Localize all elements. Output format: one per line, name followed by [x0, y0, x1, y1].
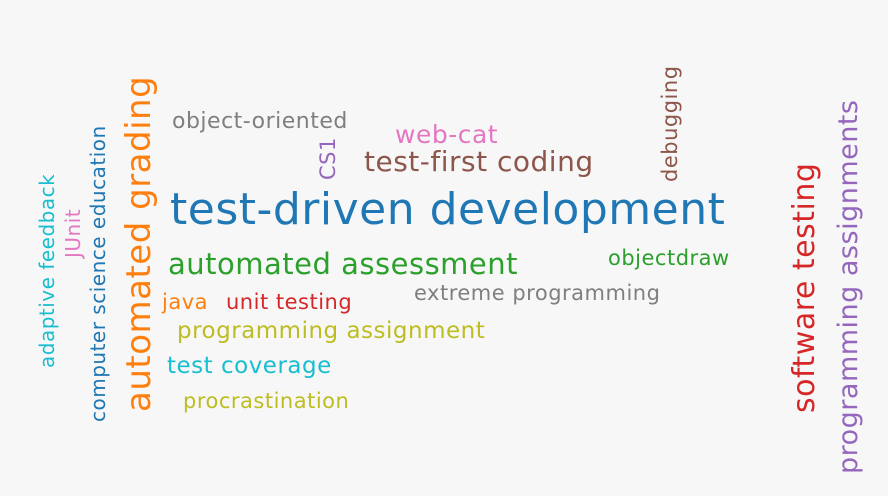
word-object-oriented: object-oriented — [172, 109, 348, 134]
word-junit: JUnit — [61, 208, 85, 258]
word-programming-assignments: programming assignments — [833, 99, 864, 475]
word-objectdraw: objectdraw — [608, 246, 730, 270]
word-extreme-programming: extreme programming — [414, 281, 661, 305]
word-unit-testing: unit testing — [226, 290, 353, 314]
word-debugging: debugging — [658, 65, 682, 182]
word-automated-assessment: automated assessment — [168, 247, 519, 281]
word-test-coverage: test coverage — [167, 353, 332, 379]
word-procrastination: procrastination — [183, 389, 350, 413]
word-test-first-coding: test-first coding — [364, 145, 594, 178]
word-cs1: CS1 — [316, 137, 340, 180]
word-java: java — [162, 290, 208, 314]
word-test-driven-development: test-driven development — [170, 184, 726, 235]
word-computer-science-education: computer science education — [86, 125, 110, 422]
word-programming-assignment: programming assignment — [177, 318, 486, 344]
word-adaptive-feedback: adaptive feedback — [35, 173, 59, 368]
word-automated-grading: automated grading — [119, 75, 159, 412]
word-software-testing: software testing — [787, 162, 822, 413]
word-web-cat: web-cat — [395, 120, 499, 149]
